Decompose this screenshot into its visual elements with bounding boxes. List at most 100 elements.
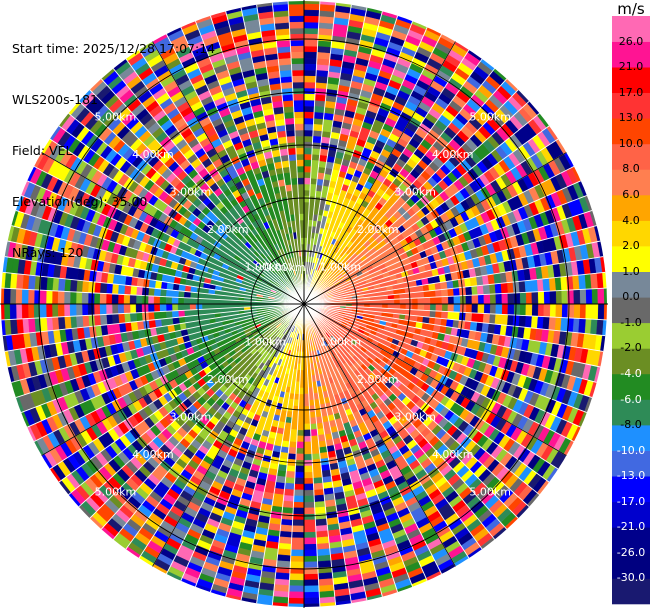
ray-lines [0,0,608,608]
colorbar-tick-label: -1.0 [620,315,642,329]
ray-line [303,303,607,321]
ray-line [303,303,352,604]
ray-line [303,78,508,305]
ray-line [225,11,305,305]
ring-label: 1.00km [320,336,362,349]
ring-label: 1.00km [245,336,287,349]
ring-label: 4.00km [432,448,474,461]
ring-label: 3.00km [170,410,212,423]
ray-line [303,303,601,368]
colorbar-tick-label: 13.0 [618,111,644,125]
ray-line [165,303,305,575]
ray-line [303,4,352,305]
ray-line [303,165,575,305]
ray-line [303,256,604,305]
ray-line [303,27,428,305]
ray-line [112,303,305,540]
ray-line [256,4,305,305]
ray-line [303,240,601,305]
colorbar-tick-label: 10.0 [618,136,644,150]
ray-line [78,303,305,508]
colorbar-tick-label: -26.0 [616,545,646,559]
ring-label: 3.00km [394,186,436,199]
ray-line [303,303,606,337]
ray-line [303,303,496,540]
ray-line [303,303,321,607]
range-ring [38,38,570,570]
ring-label: 2.00km [357,223,399,236]
ray-line [303,303,443,575]
ray-line [20,303,305,414]
plot-info: Start time: 2025/12/28 17:07:14 WLS200s-… [12,6,215,278]
ray-line [49,138,305,305]
colorbar-tick-label: -30.0 [616,571,646,585]
ray-line [303,303,597,383]
colorbar-tick-label: -8.0 [620,418,642,431]
ring-label: 3.00km [170,186,212,199]
ring-label: 3.00km [394,410,436,423]
azimuth-spoke [303,152,567,305]
azimuth-spoke [303,41,456,305]
ray-line [2,303,305,337]
ray-line [138,49,305,305]
colorbar-tick-label: 17.0 [618,85,644,99]
ray-line [303,303,428,581]
ray-line [303,89,519,305]
ring-label: 4.00km [132,148,174,161]
ray-line [303,303,604,352]
ray-line [4,256,305,305]
ring-label: 2.00km [207,223,249,236]
ray-line [303,11,383,305]
range-ring-labels: 0.00km 1.00km1.00km1.00km1.00km2.00km2.00… [95,111,511,499]
ray-line [303,20,414,305]
ray-line [303,138,559,305]
ray-line [209,15,305,305]
ray-line [303,303,383,597]
ray-line [2,271,305,305]
ray-line [125,303,305,550]
ray-line [49,303,305,470]
ring-label: 5.00km [95,111,137,124]
ray-line [68,303,305,496]
azimuth-spoke [152,41,305,305]
ray-line [240,7,305,305]
ring-label: 2.00km [357,373,399,386]
elevation-text: Elevation(deg): 35.00 [12,194,148,209]
ray-line [303,303,575,443]
ray-line [125,58,305,305]
ray-line [180,27,305,305]
ray-line [303,303,550,483]
ray-line [303,1,321,305]
ray-line [303,49,470,305]
range-ring [197,197,411,411]
colorbar-unit: m/s [617,0,645,18]
colorbar-tick-label: -21.0 [616,520,646,534]
site-name-text: WLS200s-181 [12,92,98,107]
ray-line [209,303,305,593]
colorbar-tick-label: 1.0 [622,264,640,278]
range-ring [250,250,358,358]
ray-line [303,7,368,305]
colorbar-tick-label: -2.0 [620,341,642,355]
ray-line [303,303,414,588]
colorbar-tick-label: 8.0 [622,162,640,176]
azimuth-spoke [41,303,305,456]
ray-line [1,287,305,305]
ray-line [58,303,305,483]
ray-line [15,209,305,305]
colorbar-tick-label: 2.0 [622,239,640,253]
ray-line [287,303,305,607]
ray-line [194,303,305,588]
ring-label: 5.00km [95,485,137,498]
ray-line [303,303,581,428]
ray-line [303,194,588,305]
colorbar-tick-label: 0.0 [622,290,640,304]
ring-label: 5.00km [469,485,511,498]
ray-line [303,209,593,305]
ray-line [15,303,305,399]
range-rings [38,38,570,570]
ring-label: 4.00km [432,148,474,161]
ray-line [303,303,519,519]
ray-line [303,100,530,305]
